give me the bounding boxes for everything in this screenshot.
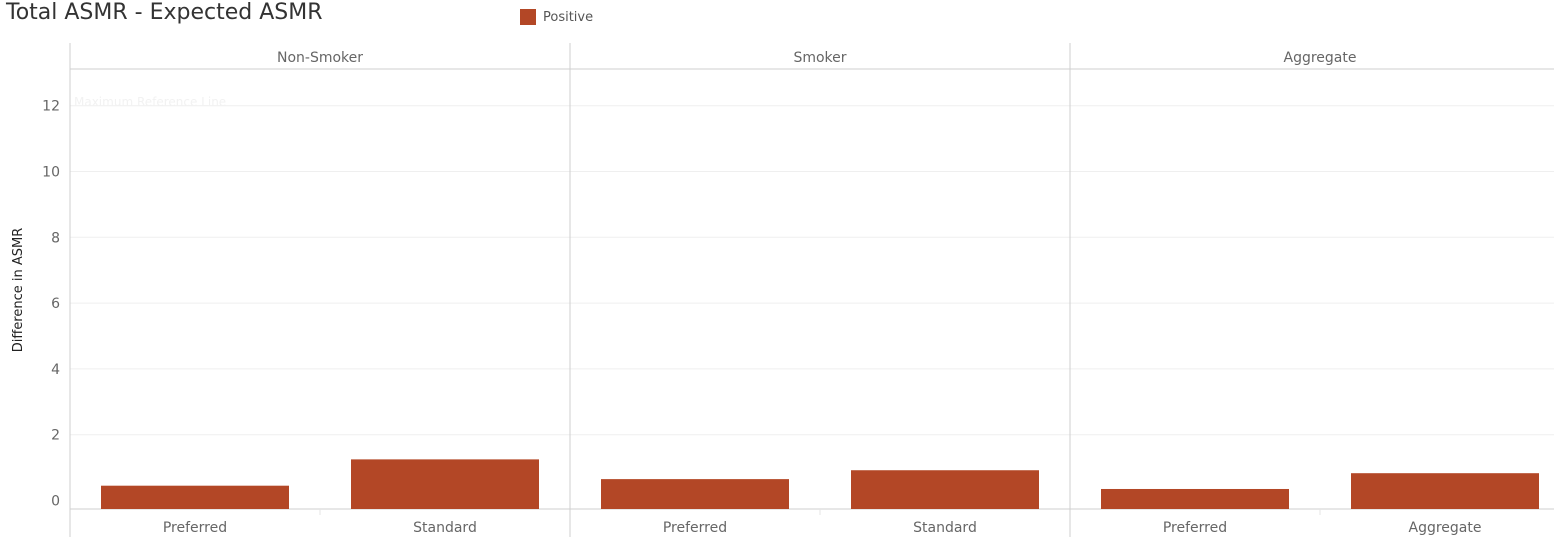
legend-label-positive: Positive xyxy=(543,9,594,25)
bar[interactable] xyxy=(851,470,1039,509)
y-tick-label: 10 xyxy=(42,165,60,181)
bar[interactable] xyxy=(1351,473,1539,509)
y-axis: 0 2 4 6 8 10 12 xyxy=(42,99,60,510)
y-tick-label: 4 xyxy=(51,362,60,378)
y-tick-label: 6 xyxy=(51,296,60,312)
panel-header: Aggregate xyxy=(1284,50,1357,66)
category-label: Preferred xyxy=(163,520,227,536)
y-tick-label: 0 xyxy=(51,494,60,510)
bar[interactable] xyxy=(601,479,789,509)
category-label: Preferred xyxy=(663,520,727,536)
category-label: Standard xyxy=(913,520,977,536)
category-labels: Preferred Standard Preferred Standard Prefer… xyxy=(163,520,1482,536)
panel-header: Smoker xyxy=(793,50,846,66)
category-label: Preferred xyxy=(1163,520,1227,536)
panel-headers: Non-Smoker Smoker Aggregate xyxy=(277,50,1357,66)
gridlines xyxy=(70,105,1554,436)
category-label: Aggregate xyxy=(1409,520,1482,536)
bar[interactable] xyxy=(1101,488,1289,509)
bars xyxy=(101,459,1539,509)
bar[interactable] xyxy=(101,485,289,509)
panel-header: Non-Smoker xyxy=(277,50,363,66)
y-axis-label: Difference in ASMR xyxy=(11,228,26,353)
legend-swatch-positive xyxy=(520,9,536,25)
chart-title: Total ASMR - Expected ASMR xyxy=(6,0,323,25)
y-tick-label: 12 xyxy=(42,99,60,115)
bar[interactable] xyxy=(351,459,539,509)
reference-line-label: Maximum Reference Line xyxy=(74,95,226,109)
legend[interactable]: Positive xyxy=(520,9,593,25)
y-tick-label: 8 xyxy=(51,230,60,246)
panel-frame xyxy=(69,43,1554,537)
y-tick-label: 2 xyxy=(51,428,60,444)
category-label: Standard xyxy=(413,520,477,536)
